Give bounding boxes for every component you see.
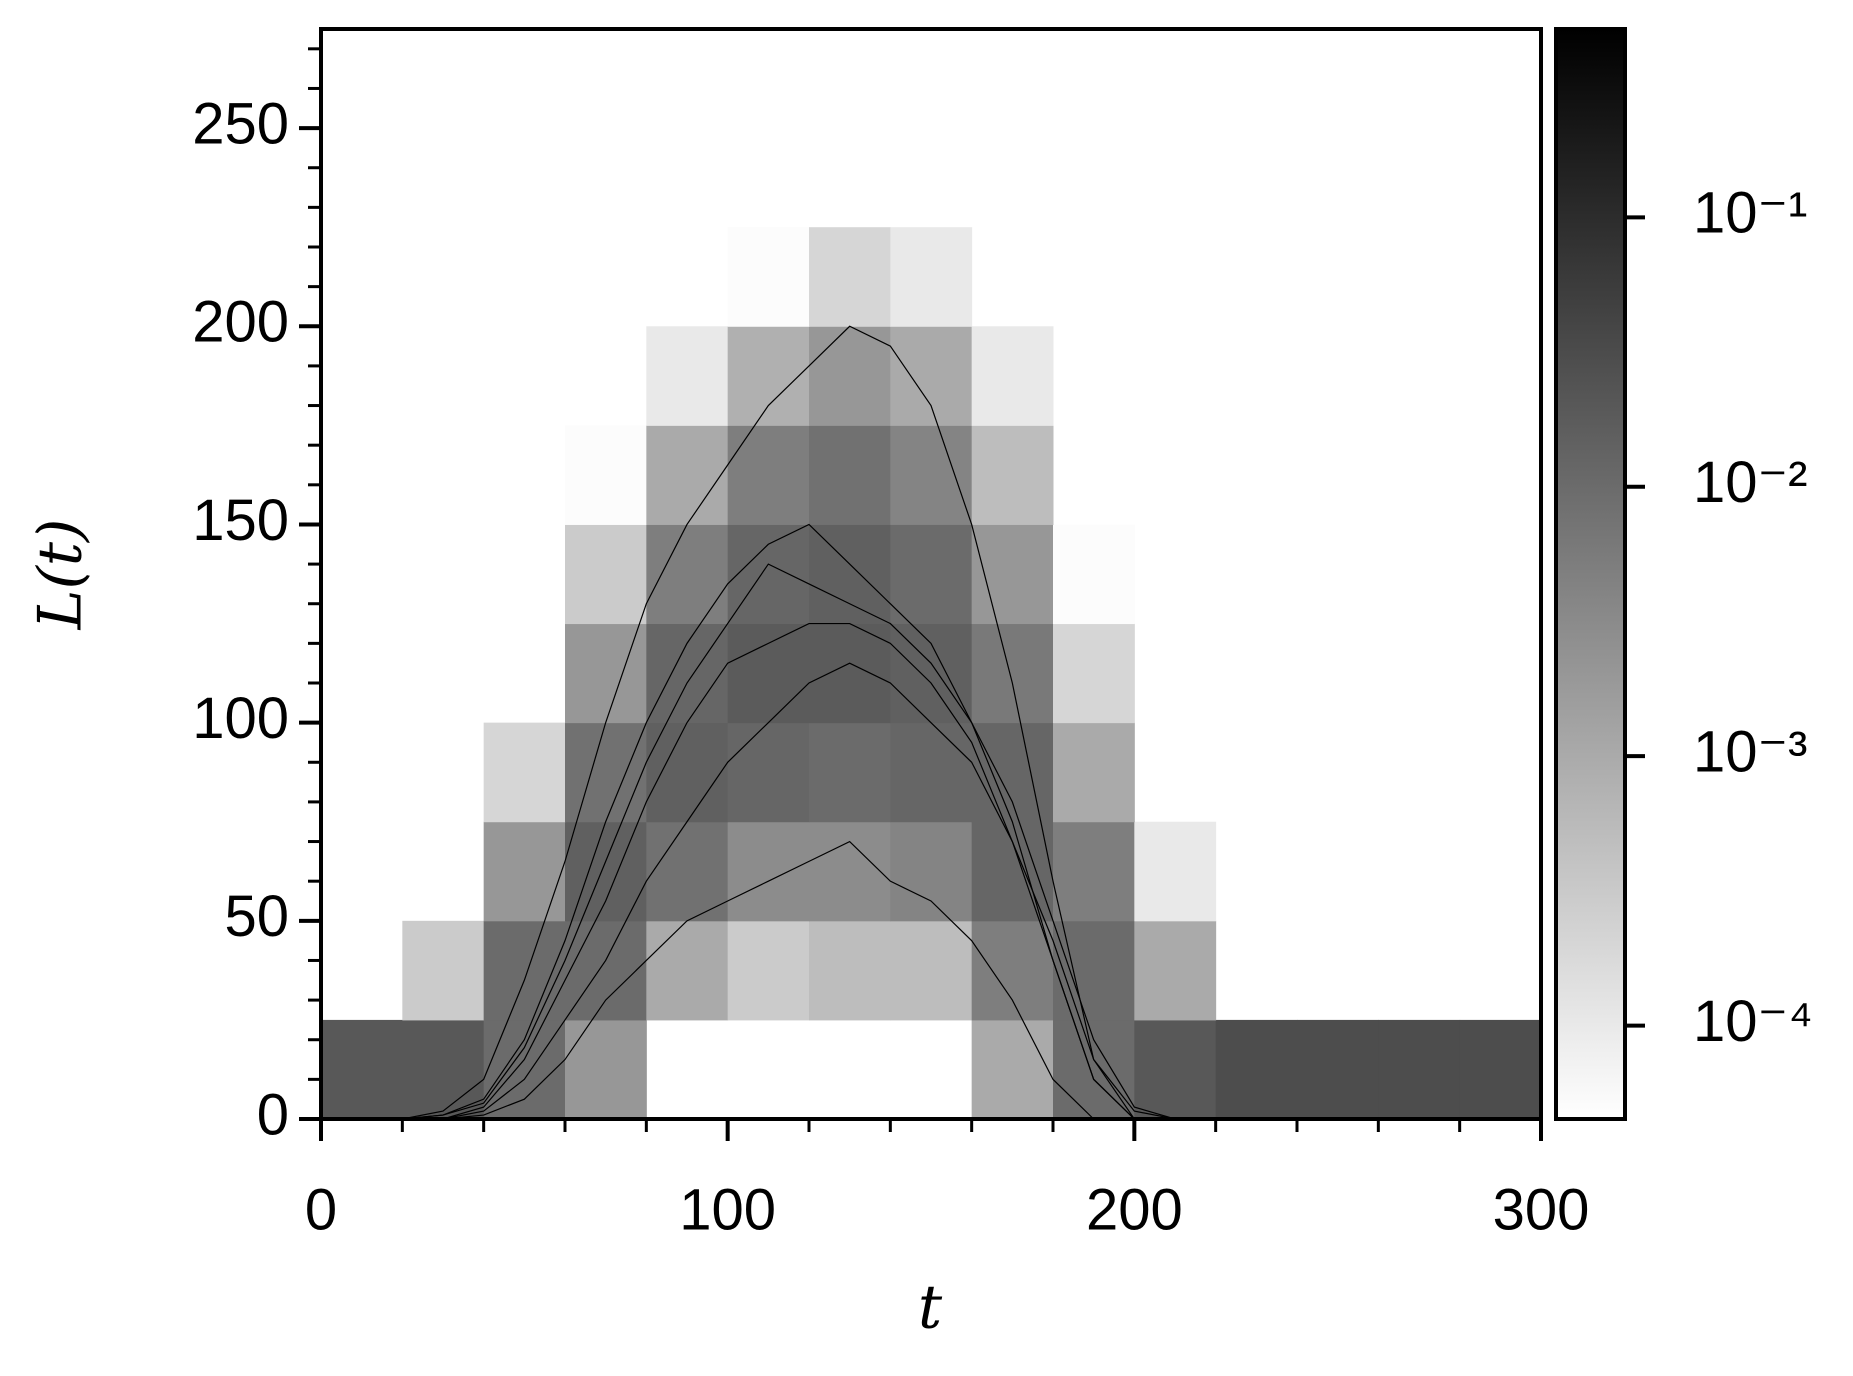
heat-cell [971,1019,1054,1119]
heat-cell [646,623,729,724]
heat-cell [809,623,891,724]
heat-cell [483,920,566,1021]
heat-cell [971,821,1054,922]
trajectory [321,622,1541,1119]
colorbar-tick-label: 10⁻¹ [1693,181,1807,246]
heat-cell [1053,821,1135,922]
heat-cell [646,326,729,426]
heat-cell [646,821,729,922]
y-tick-label: 250 [192,91,289,156]
heat-cell [1134,821,1217,922]
heat-cell [971,920,1054,1021]
y-tick-label: 200 [192,290,289,355]
heat-cell [890,623,973,724]
heat-cell [1053,722,1135,823]
y-tick-label: 150 [192,488,289,553]
heat-cell [890,425,973,525]
heat-cell [971,425,1054,525]
heat-cell [890,227,973,327]
heat-cell [727,326,810,426]
trajectories [321,325,1541,1119]
heat-cell [402,920,485,1021]
heat-cell [727,623,810,724]
y-tick-label: 100 [192,686,289,751]
colorbar [1554,27,1627,1121]
trajectory [321,662,1541,1119]
heat-cell [727,227,810,327]
heat-cell [727,821,810,922]
heat-cell [402,1019,485,1119]
trajectory [321,523,1541,1119]
heat-cell [565,821,647,922]
heat-cell [565,623,647,724]
heat-cell [1053,920,1135,1021]
colorbar-tick-label: 10⁻² [1693,450,1807,515]
y-axis-label: L(t) [26,519,96,631]
heat-cell [890,821,973,922]
heat-cell [971,524,1054,625]
heat-cell [1134,1019,1217,1119]
heat-cell [727,722,810,823]
x-tick-label: 100 [679,1177,776,1242]
heat-cell [809,326,891,426]
heat-cell [971,326,1054,426]
y-tick-label: 0 [257,1082,289,1147]
heat-cell [565,524,647,625]
heat-cell [809,821,891,922]
colorbar-tick-label: 10⁻³ [1693,719,1807,784]
heat-cell [890,524,973,625]
heat-cell [646,722,729,823]
heat-cell [1459,1019,1541,1119]
x-tick-label: 300 [1493,1177,1590,1242]
heat-cell [565,920,647,1021]
heat-cell [971,623,1054,724]
heat-cell [809,227,891,327]
heat-cell [646,425,729,525]
heat-cell [809,524,891,625]
heat-cell [1053,524,1135,625]
heat-cell [727,425,810,525]
heat-cell [1053,623,1135,724]
x-axis-label: t [918,1273,943,1343]
trajectory [321,840,1541,1119]
heat-cell [646,524,729,625]
heat-cell [483,722,566,823]
heat-cell [483,1019,566,1119]
heat-cell [565,722,647,823]
trajectory [321,563,1541,1119]
heat-cell [1134,920,1217,1021]
plot-frame [319,27,1543,1121]
heat-cell [646,920,729,1021]
heat-cell [1378,1019,1461,1119]
heat-cell [1215,1019,1298,1119]
heat-cell [971,722,1054,823]
heat-cell [809,920,891,1021]
heat-cell [727,920,810,1021]
trajectory [321,325,1541,1119]
heat-cell [565,425,647,525]
heat-cell [809,722,891,823]
heat-cell [809,425,891,525]
heat-cell [727,524,810,625]
y-tick-label: 50 [224,884,289,949]
heat-cell [890,920,973,1021]
heat-cell [1053,1019,1135,1119]
x-tick-label: 0 [305,1177,337,1242]
heatmap [321,227,1541,1119]
heat-cell [483,821,566,922]
heat-cell [321,1019,403,1119]
heat-cell [1297,1019,1379,1119]
heat-cell [890,722,973,823]
heat-cell [890,326,973,426]
heat-cell [565,1019,647,1119]
x-tick-label: 200 [1086,1177,1183,1242]
colorbar-tick-label: 10⁻⁴ [1693,989,1813,1054]
